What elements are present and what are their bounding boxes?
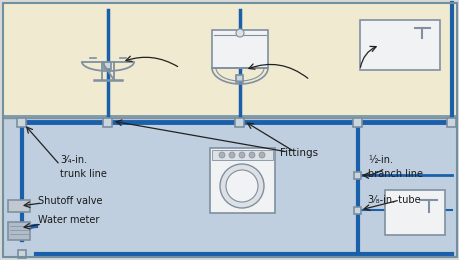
Circle shape xyxy=(239,152,245,158)
Bar xyxy=(212,150,272,160)
Bar xyxy=(8,222,30,240)
Text: 3⁄₈-in. tube: 3⁄₈-in. tube xyxy=(367,195,420,205)
Bar xyxy=(236,75,243,81)
Text: Fittings: Fittings xyxy=(280,148,318,158)
Circle shape xyxy=(229,152,235,158)
Bar xyxy=(3,3,456,116)
Bar xyxy=(212,30,268,68)
Bar xyxy=(17,118,27,127)
Circle shape xyxy=(225,170,257,202)
Bar xyxy=(18,250,26,258)
Bar xyxy=(210,148,274,213)
Bar xyxy=(3,118,456,257)
Text: ½-in.
branch line: ½-in. branch line xyxy=(367,155,422,179)
Bar xyxy=(384,190,444,235)
Bar xyxy=(104,62,111,68)
Circle shape xyxy=(235,29,243,37)
Circle shape xyxy=(218,152,224,158)
Bar xyxy=(8,200,30,212)
Text: Shutoff valve: Shutoff valve xyxy=(38,196,102,206)
Bar xyxy=(354,172,361,179)
Bar xyxy=(235,118,244,127)
Circle shape xyxy=(248,152,254,158)
Circle shape xyxy=(258,152,264,158)
Bar xyxy=(359,20,439,70)
Text: Water meter: Water meter xyxy=(38,215,99,225)
Circle shape xyxy=(219,164,263,208)
Text: 3⁄₄-in.
trunk line: 3⁄₄-in. trunk line xyxy=(60,155,106,179)
Bar xyxy=(447,118,455,127)
Bar xyxy=(354,206,361,213)
Bar xyxy=(353,118,362,127)
Bar xyxy=(103,118,112,127)
